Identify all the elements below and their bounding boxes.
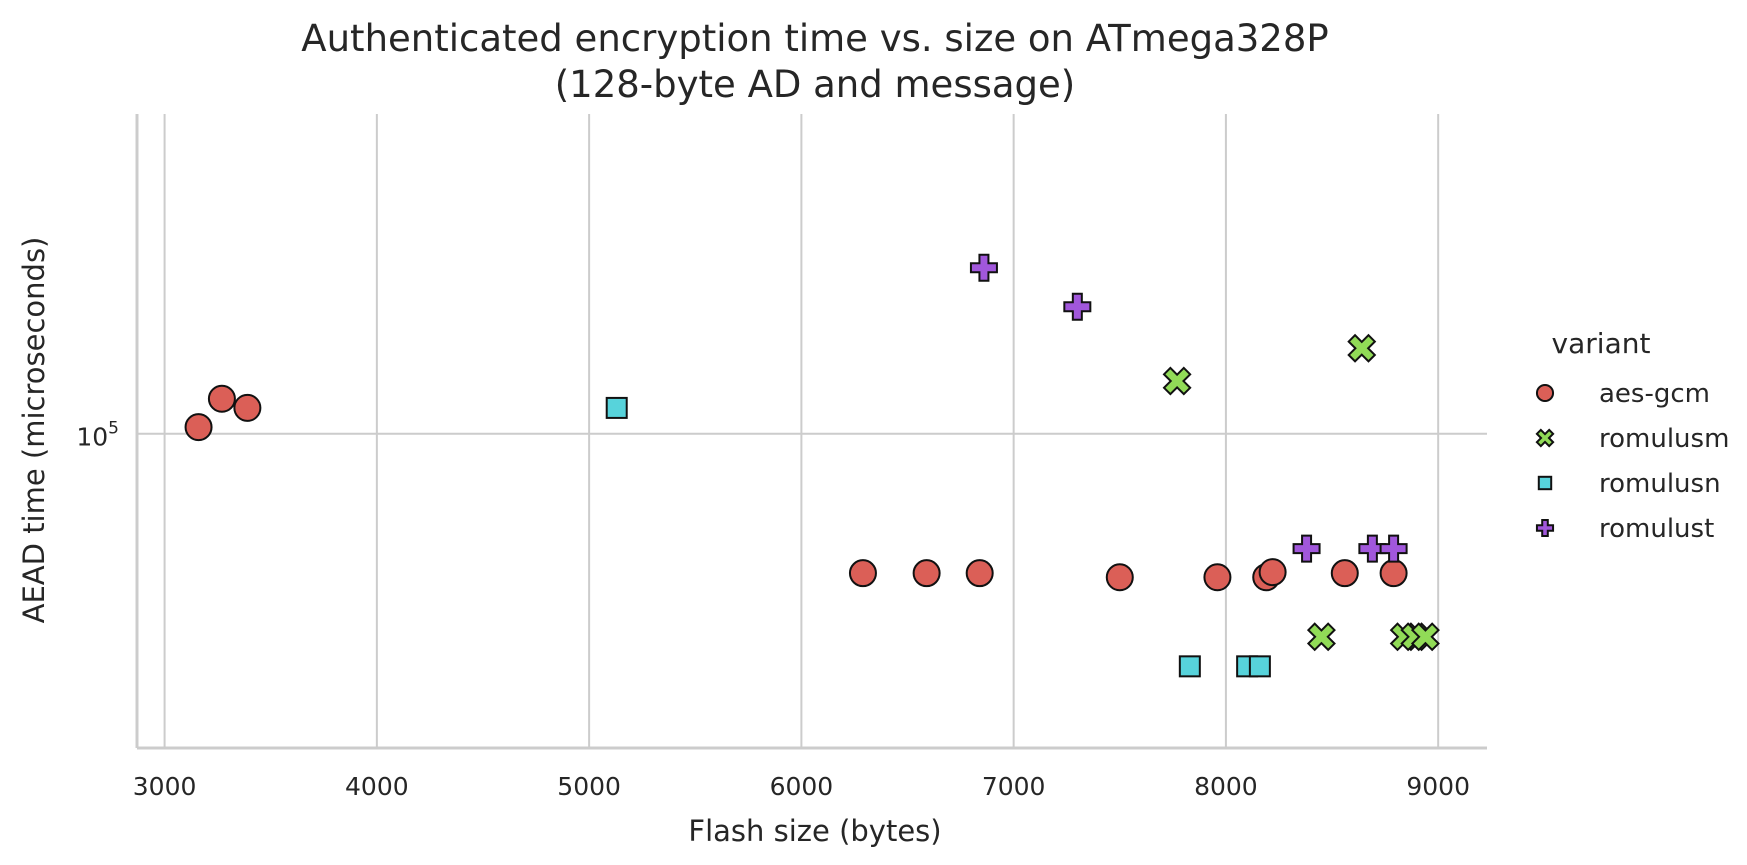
series-romulusm xyxy=(1162,333,1440,652)
data-point-romulusn xyxy=(1178,655,1201,678)
data-point-romulusm xyxy=(1347,333,1377,363)
legend-title: variant xyxy=(1552,327,1651,360)
grid-lines xyxy=(137,114,1487,748)
series-romulust xyxy=(969,253,1408,563)
legend-item-aes-gcm: aes-gcm xyxy=(1535,379,1710,409)
x-tick-label: 7000 xyxy=(982,772,1046,801)
axis-spines xyxy=(135,114,1487,750)
series-aes-gcm xyxy=(184,384,1408,592)
data-point-romulusn xyxy=(1248,655,1271,678)
data-point-aes-gcm xyxy=(233,393,262,422)
data-point-romulust xyxy=(969,253,998,282)
x-tick-label: 9000 xyxy=(1406,772,1470,801)
data-point-aes-gcm xyxy=(1105,563,1134,592)
x-tick-label: 8000 xyxy=(1194,772,1258,801)
data-point-romulust xyxy=(1358,534,1387,563)
data-point-romulusm xyxy=(1410,622,1440,652)
data-point-romulust xyxy=(1379,534,1408,563)
legend: variant aes-gcm romulusm romulusn romulust xyxy=(1535,327,1729,544)
y-axis-label: AEAD time (microseconds) xyxy=(17,237,51,624)
data-points xyxy=(184,253,1440,678)
x-tick-label: 6000 xyxy=(770,772,834,801)
series-romulusn xyxy=(605,396,1271,678)
data-point-aes-gcm xyxy=(1258,558,1287,587)
legend-label-romulusm: romulusm xyxy=(1599,424,1729,454)
data-point-aes-gcm xyxy=(848,559,877,588)
data-point-aes-gcm xyxy=(184,413,213,442)
data-point-romulusn xyxy=(605,396,628,419)
legend-item-romulust: romulust xyxy=(1535,514,1714,544)
data-point-aes-gcm xyxy=(207,384,236,413)
chart-subtitle: (128-byte AD and message) xyxy=(555,63,1075,106)
legend-label-romulust: romulust xyxy=(1599,514,1714,544)
legend-marker-aes-gcm xyxy=(1535,383,1555,403)
x-tick-label: 5000 xyxy=(557,772,621,801)
legend-label-aes-gcm: aes-gcm xyxy=(1599,379,1710,409)
data-point-aes-gcm xyxy=(1379,559,1408,588)
data-point-romulusm xyxy=(1162,366,1192,396)
data-point-aes-gcm xyxy=(1330,559,1359,588)
data-point-romulust xyxy=(1063,292,1092,321)
x-tick-label: 3000 xyxy=(133,772,197,801)
data-point-romulust xyxy=(1292,534,1321,563)
x-tick-label: 4000 xyxy=(345,772,409,801)
x-axis-label: Flash size (bytes) xyxy=(688,814,941,848)
data-point-aes-gcm xyxy=(912,559,941,588)
legend-label-romulusn: romulusn xyxy=(1599,469,1721,499)
legend-item-romulusn: romulusn xyxy=(1537,469,1721,499)
data-point-romulusm xyxy=(1306,622,1336,652)
tick-labels: 3000 4000 5000 6000 7000 8000 9000 105 xyxy=(76,419,1470,801)
legend-item-romulusm: romulusm xyxy=(1535,424,1729,454)
y-tick-label: 105 xyxy=(76,419,119,452)
data-point-aes-gcm xyxy=(1203,563,1232,592)
legend-marker-romulust xyxy=(1535,518,1555,538)
chart-title: Authenticated encryption time vs. size o… xyxy=(301,17,1328,60)
legend-marker-romulusn xyxy=(1537,475,1553,491)
data-point-aes-gcm xyxy=(965,559,994,588)
legend-marker-romulusm xyxy=(1535,428,1555,448)
